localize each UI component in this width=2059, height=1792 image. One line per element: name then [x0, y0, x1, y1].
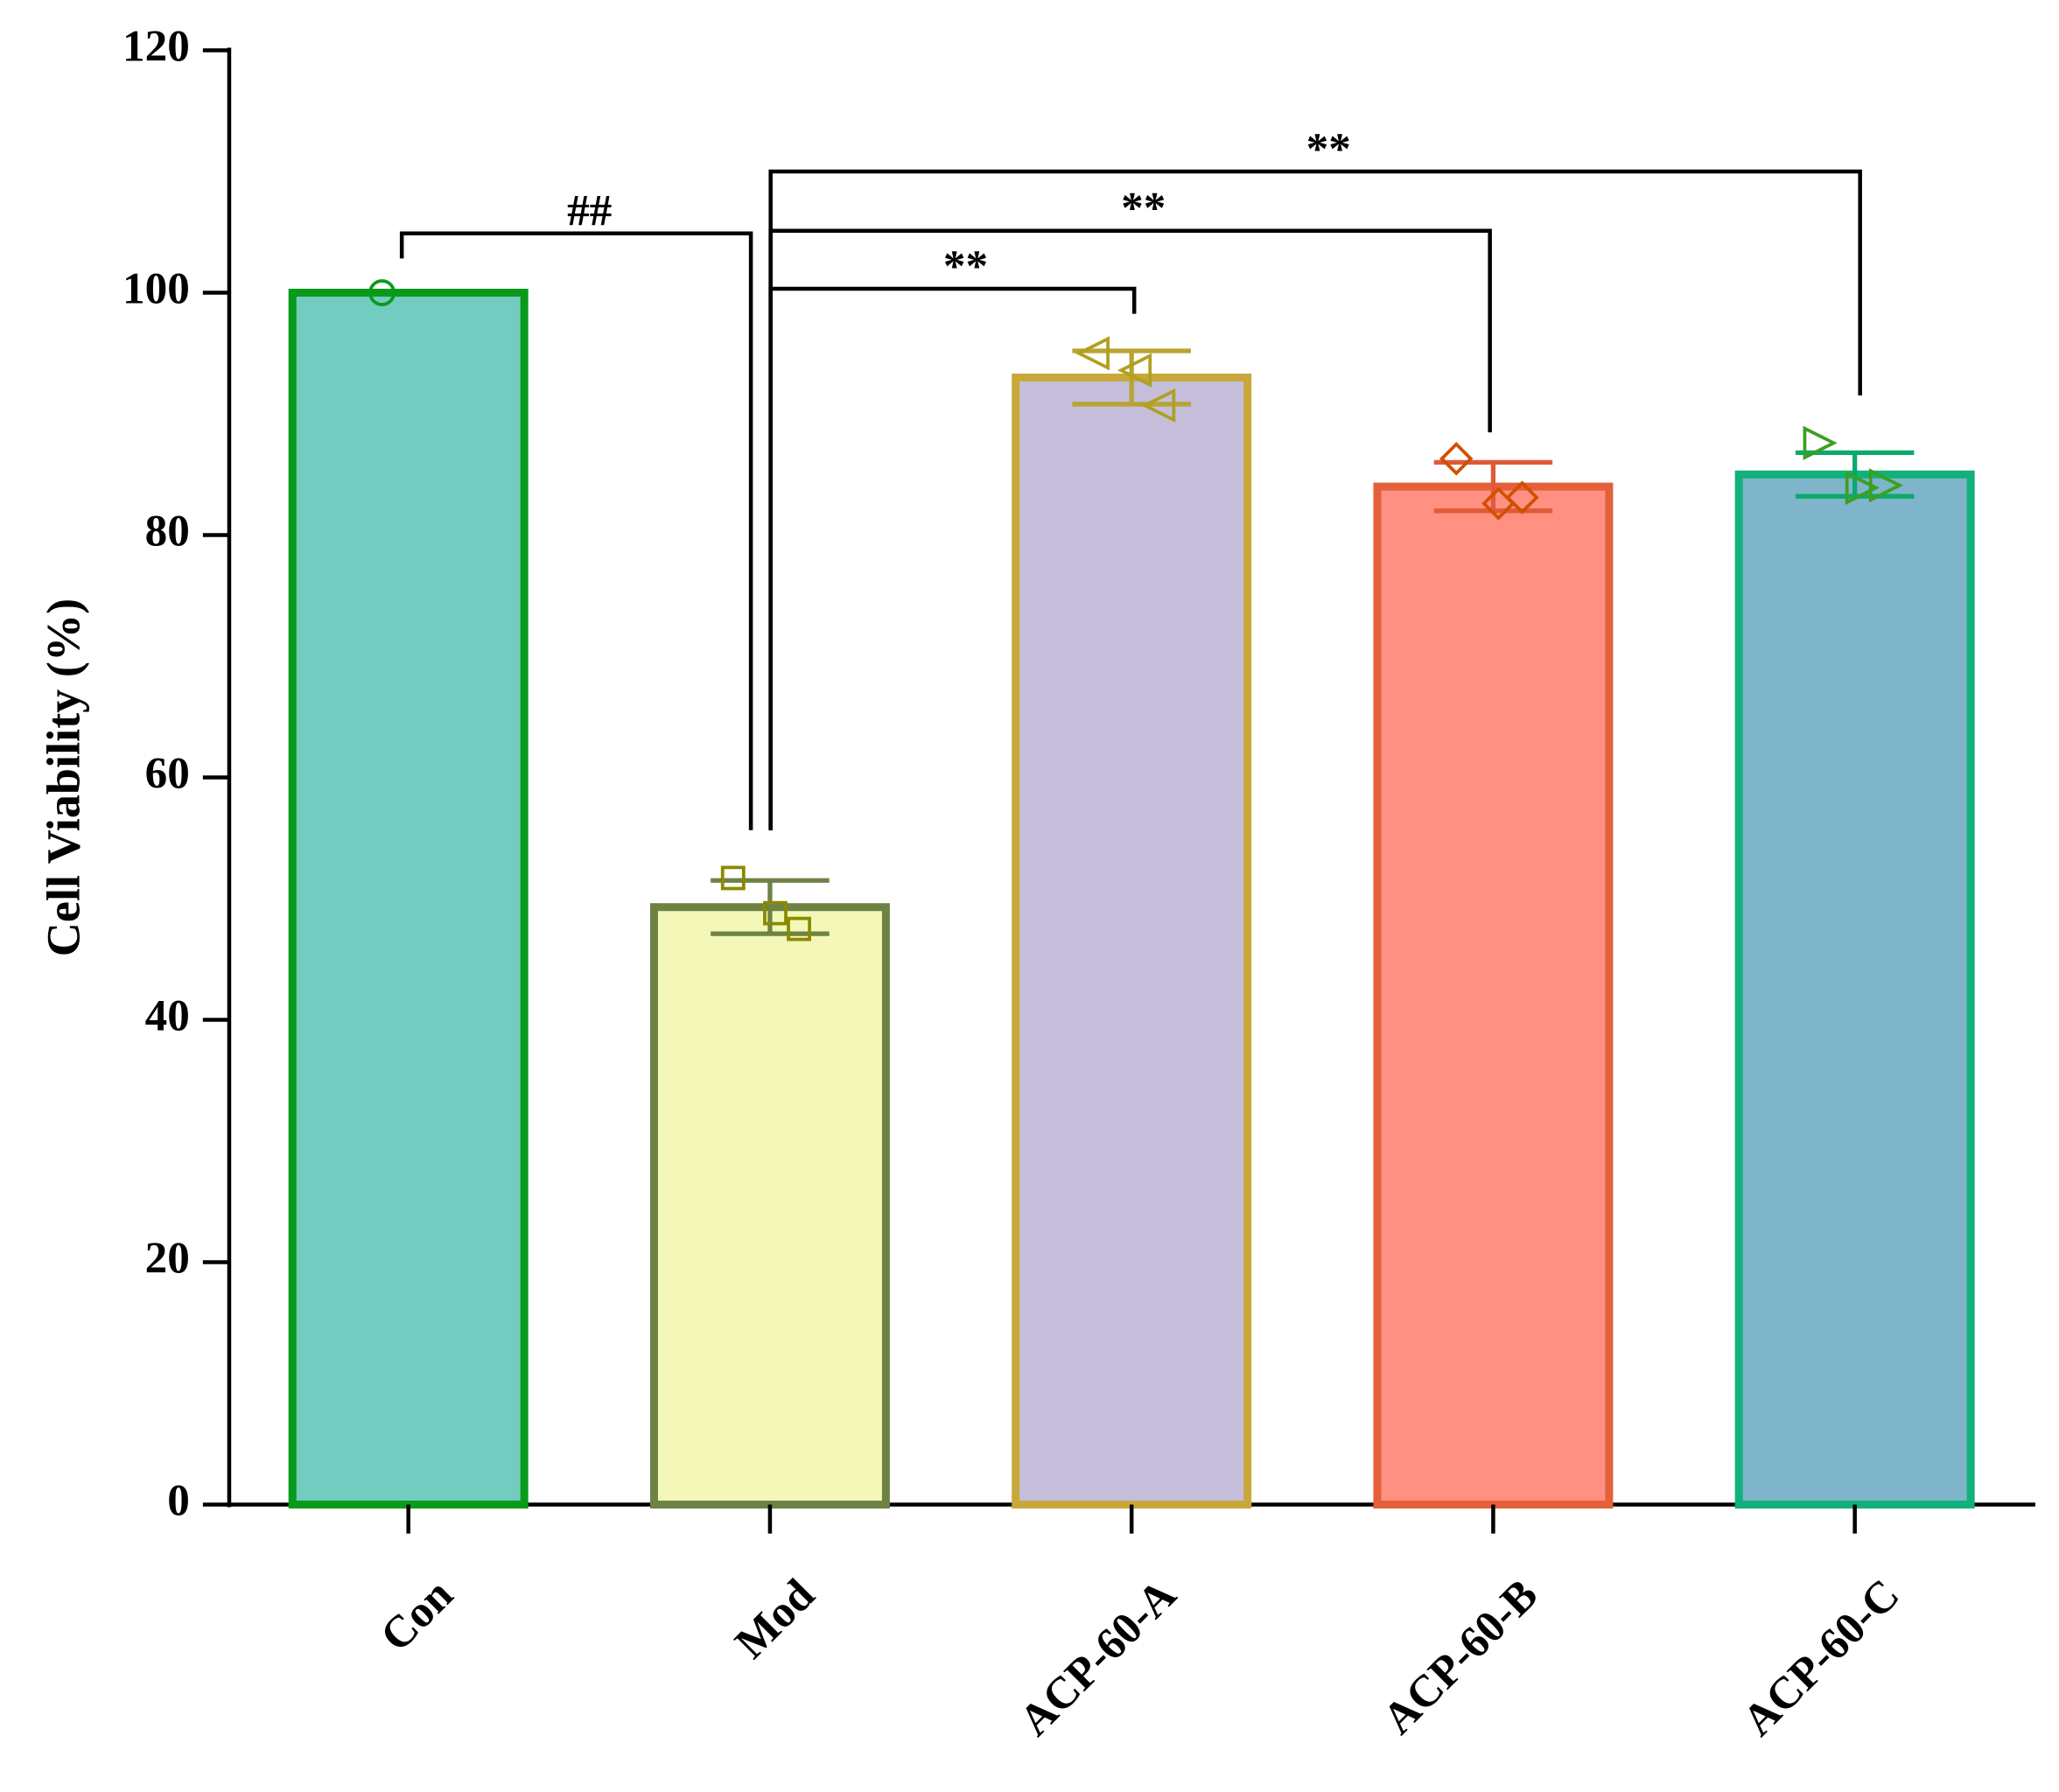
y-tick-label: 40: [145, 990, 190, 1040]
data-point: [720, 865, 746, 891]
data-point: [763, 900, 788, 926]
data-point: [1141, 388, 1176, 423]
significance-label: **: [1306, 124, 1351, 174]
data-point: [1868, 468, 1904, 503]
x-tick-label: Mod: [725, 1570, 824, 1669]
data-point: [1117, 353, 1152, 388]
significance-bracket: [768, 169, 1862, 830]
y-tick-label: 20: [145, 1233, 190, 1283]
data-point: [1075, 336, 1110, 371]
x-tick-label: ACP-60-B: [1373, 1570, 1547, 1744]
y-tick-label: 0: [167, 1475, 190, 1525]
data-point: [1439, 442, 1474, 476]
x-tick-label: Con: [371, 1570, 463, 1662]
data-point: [1803, 425, 1838, 460]
significance-label: **: [1121, 184, 1166, 234]
y-tick-label: 100: [123, 263, 190, 313]
y-axis-label: Cell Viability (%): [38, 598, 90, 956]
y-tick-label: 60: [145, 748, 190, 798]
bar: [1012, 373, 1252, 1509]
bar: [288, 288, 529, 1509]
data-point: [787, 916, 811, 942]
significance-label: **: [943, 242, 988, 291]
significance-bracket: [399, 231, 753, 830]
bar: [1373, 482, 1614, 1509]
data-point: [1505, 480, 1539, 514]
bar: [1734, 470, 1975, 1509]
x-tick-label: ACP-60-A: [1010, 1570, 1186, 1746]
y-tick-label: 80: [145, 506, 190, 556]
bar: [649, 903, 890, 1509]
significance-label: ##: [567, 186, 612, 236]
y-tick-label: 120: [123, 21, 190, 71]
data-point: [1845, 470, 1880, 506]
data-point: [368, 279, 396, 306]
x-tick-label: ACP-60-C: [1733, 1570, 1909, 1746]
